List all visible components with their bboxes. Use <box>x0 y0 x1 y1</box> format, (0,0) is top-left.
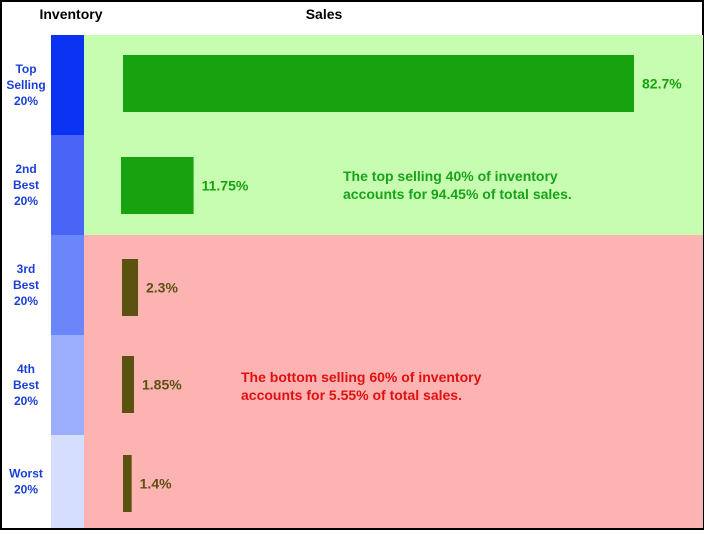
value-label: 2.3% <box>146 280 178 296</box>
annotation-line: The bottom selling 60% of inventory <box>241 369 482 385</box>
inventory-row-label: Best <box>13 178 39 192</box>
bottom-region <box>84 235 703 528</box>
sales-bar <box>122 259 138 316</box>
inventory-header: Inventory <box>39 6 102 22</box>
inventory-band <box>51 335 84 435</box>
inventory-band <box>51 235 84 335</box>
annotation-line: accounts for 5.55% of total sales. <box>241 387 462 403</box>
sales-bar <box>123 55 634 112</box>
inventory-row-label: 20% <box>14 94 38 108</box>
inventory-row-label: 2nd <box>15 162 36 176</box>
inventory-row-label: 4th <box>17 362 35 376</box>
value-label: 1.85% <box>142 377 182 393</box>
inventory-row-label: Selling <box>6 78 45 92</box>
inventory-row-labels: Top Selling 20% 2nd Best 20% 3rd Best 20% 4th Best… <box>6 62 45 497</box>
value-label: 1.4% <box>140 476 172 492</box>
value-label: 11.75% <box>202 178 249 194</box>
annotations: The top selling 40% of inventory accounts… <box>241 168 572 403</box>
sales-bars <box>121 55 634 512</box>
value-label: 82.7% <box>642 76 682 92</box>
inventory-row-label: 20% <box>14 394 38 408</box>
inventory-band <box>51 135 84 235</box>
annotation-line: accounts for 94.45% of total sales. <box>343 186 572 202</box>
value-labels: 82.7% 11.75% 2.3% 1.85% 1.4% <box>140 76 683 492</box>
inventory-row-label: Best <box>13 278 39 292</box>
sales-bar <box>122 356 134 413</box>
inventory-row-label: 3rd <box>17 262 36 276</box>
inventory-band <box>51 435 84 528</box>
sales-bar <box>121 157 194 214</box>
inventory-row-label: Worst <box>9 467 43 481</box>
inventory-row-label: Best <box>13 378 39 392</box>
sales-header: Sales <box>306 6 343 22</box>
inventory-row-label: 20% <box>14 194 38 208</box>
inventory-row-label: Top <box>15 62 36 76</box>
inventory-row-label: 20% <box>14 483 38 497</box>
inventory-bands <box>51 35 84 528</box>
sales-bar <box>123 455 132 512</box>
inventory-row-label: 20% <box>14 294 38 308</box>
annotation-line: The top selling 40% of inventory <box>343 168 558 184</box>
inventory-band <box>51 35 84 135</box>
